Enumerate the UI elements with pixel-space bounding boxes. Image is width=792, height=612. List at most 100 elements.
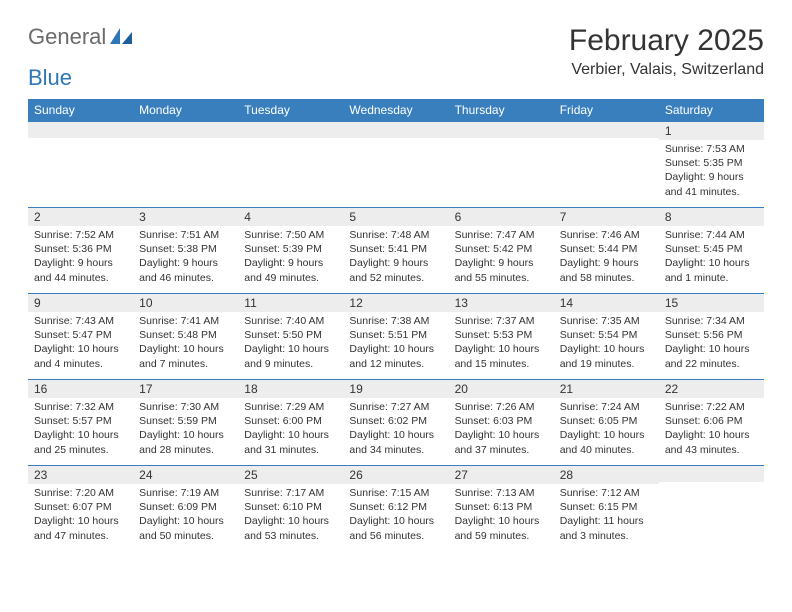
day-body: Sunrise: 7:41 AMSunset: 5:48 PMDaylight:… [133,312,238,375]
day-number: 10 [133,294,238,312]
sunrise-text: Sunrise: 7:19 AM [139,486,232,500]
daylight-text: Daylight: 10 hours and 12 minutes. [349,342,442,370]
sunrise-text: Sunrise: 7:30 AM [139,400,232,414]
sunrise-text: Sunrise: 7:38 AM [349,314,442,328]
day-body: Sunrise: 7:40 AMSunset: 5:50 PMDaylight:… [238,312,343,375]
day-number: 23 [28,466,133,484]
day-number: 15 [659,294,764,312]
day-body: Sunrise: 7:53 AMSunset: 5:35 PMDaylight:… [659,140,764,203]
day-number: 17 [133,380,238,398]
calendar-day-cell: 17Sunrise: 7:30 AMSunset: 5:59 PMDayligh… [133,380,238,466]
calendar-page: General February 2025 Verbier, Valais, S… [0,0,792,564]
sunrise-text: Sunrise: 7:17 AM [244,486,337,500]
daylight-text: Daylight: 10 hours and 7 minutes. [139,342,232,370]
calendar-day-cell: 12Sunrise: 7:38 AMSunset: 5:51 PMDayligh… [343,294,448,380]
daylight-text: Daylight: 9 hours and 41 minutes. [665,170,758,198]
day-body [449,138,554,144]
brand-logo: General [28,24,134,50]
sunset-text: Sunset: 6:02 PM [349,414,442,428]
sunrise-text: Sunrise: 7:13 AM [455,486,548,500]
sunset-text: Sunset: 5:54 PM [560,328,653,342]
weekday-header: Sunday [28,99,133,122]
day-number: 16 [28,380,133,398]
day-number [28,122,133,138]
day-body: Sunrise: 7:51 AMSunset: 5:38 PMDaylight:… [133,226,238,289]
daylight-text: Daylight: 10 hours and 28 minutes. [139,428,232,456]
day-body: Sunrise: 7:35 AMSunset: 5:54 PMDaylight:… [554,312,659,375]
calendar-day-cell: 2Sunrise: 7:52 AMSunset: 5:36 PMDaylight… [28,208,133,294]
sunset-text: Sunset: 5:51 PM [349,328,442,342]
sunset-text: Sunset: 5:36 PM [34,242,127,256]
sunrise-text: Sunrise: 7:41 AM [139,314,232,328]
calendar-day-cell: 27Sunrise: 7:13 AMSunset: 6:13 PMDayligh… [449,466,554,552]
sunset-text: Sunset: 6:06 PM [665,414,758,428]
calendar-day-cell [238,122,343,208]
day-number: 26 [343,466,448,484]
weekday-header: Tuesday [238,99,343,122]
day-body: Sunrise: 7:52 AMSunset: 5:36 PMDaylight:… [28,226,133,289]
calendar-day-cell: 28Sunrise: 7:12 AMSunset: 6:15 PMDayligh… [554,466,659,552]
calendar-week-row: 2Sunrise: 7:52 AMSunset: 5:36 PMDaylight… [28,208,764,294]
day-number: 27 [449,466,554,484]
calendar-day-cell: 13Sunrise: 7:37 AMSunset: 5:53 PMDayligh… [449,294,554,380]
day-number: 14 [554,294,659,312]
sunset-text: Sunset: 5:39 PM [244,242,337,256]
daylight-text: Daylight: 10 hours and 1 minute. [665,256,758,284]
day-number: 18 [238,380,343,398]
day-body: Sunrise: 7:22 AMSunset: 6:06 PMDaylight:… [659,398,764,461]
calendar-week-row: 1Sunrise: 7:53 AMSunset: 5:35 PMDaylight… [28,122,764,208]
sunrise-text: Sunrise: 7:51 AM [139,228,232,242]
day-body: Sunrise: 7:20 AMSunset: 6:07 PMDaylight:… [28,484,133,547]
sunset-text: Sunset: 5:48 PM [139,328,232,342]
sunrise-text: Sunrise: 7:47 AM [455,228,548,242]
sunset-text: Sunset: 5:35 PM [665,156,758,170]
daylight-text: Daylight: 10 hours and 56 minutes. [349,514,442,542]
calendar-day-cell [133,122,238,208]
sunset-text: Sunset: 6:13 PM [455,500,548,514]
day-body: Sunrise: 7:38 AMSunset: 5:51 PMDaylight:… [343,312,448,375]
day-number [238,122,343,138]
sunrise-text: Sunrise: 7:37 AM [455,314,548,328]
day-body [659,482,764,488]
calendar-day-cell: 21Sunrise: 7:24 AMSunset: 6:05 PMDayligh… [554,380,659,466]
title-block: February 2025 Verbier, Valais, Switzerla… [569,24,764,85]
calendar-day-cell: 8Sunrise: 7:44 AMSunset: 5:45 PMDaylight… [659,208,764,294]
calendar-day-cell: 15Sunrise: 7:34 AMSunset: 5:56 PMDayligh… [659,294,764,380]
daylight-text: Daylight: 10 hours and 47 minutes. [34,514,127,542]
day-number: 21 [554,380,659,398]
sunset-text: Sunset: 5:44 PM [560,242,653,256]
day-body: Sunrise: 7:43 AMSunset: 5:47 PMDaylight:… [28,312,133,375]
sunrise-text: Sunrise: 7:20 AM [34,486,127,500]
day-number: 9 [28,294,133,312]
sunset-text: Sunset: 5:41 PM [349,242,442,256]
day-number: 19 [343,380,448,398]
day-body [28,138,133,144]
weekday-header: Wednesday [343,99,448,122]
sunrise-text: Sunrise: 7:44 AM [665,228,758,242]
daylight-text: Daylight: 11 hours and 3 minutes. [560,514,653,542]
sunrise-text: Sunrise: 7:53 AM [665,142,758,156]
sunrise-text: Sunrise: 7:34 AM [665,314,758,328]
day-body: Sunrise: 7:37 AMSunset: 5:53 PMDaylight:… [449,312,554,375]
daylight-text: Daylight: 9 hours and 46 minutes. [139,256,232,284]
sunset-text: Sunset: 5:56 PM [665,328,758,342]
day-number [554,122,659,138]
weekday-header: Saturday [659,99,764,122]
daylight-text: Daylight: 10 hours and 37 minutes. [455,428,548,456]
day-number [659,466,764,482]
day-number: 4 [238,208,343,226]
calendar-day-cell [659,466,764,552]
calendar-day-cell [28,122,133,208]
day-body: Sunrise: 7:24 AMSunset: 6:05 PMDaylight:… [554,398,659,461]
sunset-text: Sunset: 5:38 PM [139,242,232,256]
calendar-day-cell: 11Sunrise: 7:40 AMSunset: 5:50 PMDayligh… [238,294,343,380]
sunset-text: Sunset: 6:00 PM [244,414,337,428]
daylight-text: Daylight: 9 hours and 44 minutes. [34,256,127,284]
day-number: 13 [449,294,554,312]
calendar-day-cell: 26Sunrise: 7:15 AMSunset: 6:12 PMDayligh… [343,466,448,552]
calendar-day-cell [554,122,659,208]
day-number [449,122,554,138]
day-body: Sunrise: 7:29 AMSunset: 6:00 PMDaylight:… [238,398,343,461]
day-number: 2 [28,208,133,226]
weekday-header-row: SundayMondayTuesdayWednesdayThursdayFrid… [28,99,764,122]
